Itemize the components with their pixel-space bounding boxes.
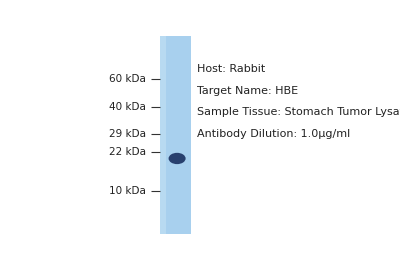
Text: Sample Tissue: Stomach Tumor Lysate: Sample Tissue: Stomach Tumor Lysate xyxy=(197,107,400,117)
Text: Target Name: HBE: Target Name: HBE xyxy=(197,86,298,96)
Text: 60 kDa: 60 kDa xyxy=(109,74,146,84)
Text: Antibody Dilution: 1.0µg/ml: Antibody Dilution: 1.0µg/ml xyxy=(197,129,350,139)
Ellipse shape xyxy=(168,153,186,164)
Bar xyxy=(160,36,166,234)
Text: 29 kDa: 29 kDa xyxy=(109,129,146,139)
Text: 22 kDa: 22 kDa xyxy=(109,147,146,157)
Text: 40 kDa: 40 kDa xyxy=(109,102,146,112)
Text: 10 kDa: 10 kDa xyxy=(109,186,146,196)
Bar xyxy=(160,36,191,234)
Text: Host: Rabbit: Host: Rabbit xyxy=(197,64,266,74)
